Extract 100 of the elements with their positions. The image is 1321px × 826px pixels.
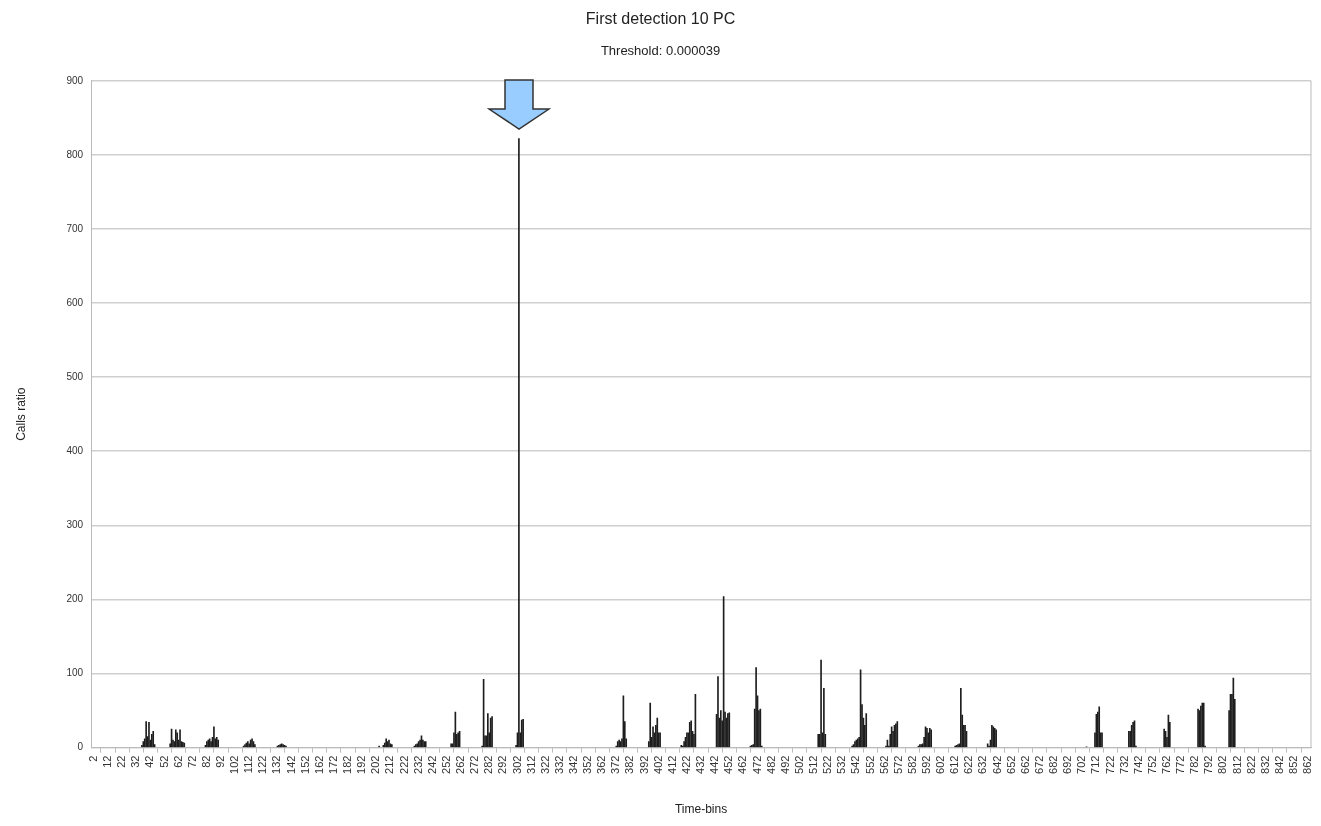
x-tick-label: 592: [919, 755, 932, 774]
x-tick-label: 762: [1160, 755, 1173, 774]
x-tick-label: 712: [1089, 755, 1102, 774]
x-tick-label: 652: [1004, 755, 1017, 774]
x-tick-label: 642: [990, 755, 1003, 774]
x-tick-label: 812: [1230, 755, 1243, 774]
x-tick-label: 722: [1103, 755, 1116, 774]
y-tick-label: 900: [66, 74, 84, 86]
y-tick-label: 200: [66, 593, 84, 605]
x-tick-label: 412: [665, 755, 678, 774]
x-tick-label: 312: [524, 755, 537, 774]
x-tick-label: 832: [1258, 755, 1271, 774]
x-tick-label: 392: [637, 755, 650, 774]
x-tick-label: 92: [214, 755, 227, 768]
chart-subtitle: Threshold: 0.000039: [600, 42, 721, 58]
x-tick-label: 372: [609, 755, 622, 774]
x-tick-label: 272: [468, 755, 481, 774]
x-tick-label: 382: [623, 755, 636, 774]
x-tick-label: 292: [496, 755, 509, 774]
x-tick-label: 502: [792, 755, 805, 774]
x-tick-label: 252: [439, 755, 452, 774]
y-tick-label: 600: [66, 296, 84, 308]
x-tick-label: 862: [1301, 755, 1314, 774]
x-tick-label: 62: [171, 755, 184, 768]
x-tick-label: 82: [199, 755, 212, 768]
x-tick-label: 302: [510, 755, 523, 774]
x-tick-label: 262: [454, 755, 467, 774]
x-tick-label: 432: [694, 755, 707, 774]
y-tick-label: 800: [66, 148, 84, 160]
x-tick-label: 42: [143, 755, 156, 768]
x-tick-label: 782: [1188, 755, 1201, 774]
x-tick-label: 802: [1216, 755, 1229, 774]
chart-title: First detection 10 PC: [585, 10, 736, 28]
x-tick-label: 562: [877, 755, 890, 774]
x-axis-title: Time-bins: [674, 802, 728, 817]
x-tick-label: 612: [948, 755, 961, 774]
x-tick-label: 342: [567, 755, 579, 774]
x-tick-label: 572: [891, 755, 904, 774]
x-tick-label: 32: [129, 755, 142, 768]
x-tick-label: 182: [341, 755, 354, 774]
x-tick-label: 192: [355, 755, 368, 774]
x-tick-label: 222: [397, 755, 410, 774]
y-tick-label: 500: [66, 370, 84, 382]
x-tick-label: 402: [651, 755, 664, 774]
x-tick-label: 522: [821, 755, 834, 774]
x-tick-label: 152: [298, 755, 311, 774]
x-tick-label: 462: [736, 755, 749, 774]
x-tick-label: 822: [1244, 755, 1257, 774]
x-tick-label: 172: [326, 755, 339, 774]
y-tick-label: 400: [66, 444, 84, 456]
x-tick-label: 72: [185, 755, 198, 768]
x-tick-label: 602: [934, 755, 947, 774]
x-tick-label: 122: [256, 755, 269, 774]
x-tick-label: 682: [1047, 755, 1060, 774]
x-tick-label: 542: [849, 755, 862, 774]
x-tick-label: 792: [1202, 755, 1215, 774]
x-tick-label: 732: [1117, 755, 1130, 774]
x-tick-label: 622: [962, 755, 975, 774]
x-tick-label: 742: [1131, 755, 1144, 774]
x-tick-label: 702: [1075, 755, 1088, 774]
x-tick-label: 632: [976, 755, 989, 774]
x-tick-label: 2: [86, 755, 99, 762]
x-tick-label: 352: [581, 755, 594, 774]
x-tick-label: 132: [270, 755, 283, 774]
x-tick-label: 102: [228, 755, 241, 774]
x-tick-label: 772: [1174, 755, 1187, 774]
x-tick-label: 532: [835, 755, 848, 774]
x-tick-label: 22: [115, 755, 128, 768]
x-tick-label: 242: [425, 755, 438, 774]
x-tick-label: 482: [764, 755, 777, 774]
x-tick-label: 692: [1061, 755, 1074, 774]
x-tick-label: 202: [369, 755, 382, 774]
x-tick-label: 232: [411, 755, 424, 774]
y-tick-label: 700: [66, 222, 84, 234]
x-tick-label: 362: [595, 755, 608, 774]
y-axis-title: Calls ratio: [13, 387, 28, 441]
x-tick-label: 552: [863, 755, 876, 774]
x-tick-label: 282: [482, 755, 495, 774]
x-tick-label: 52: [157, 755, 170, 768]
x-tick-label: 452: [722, 755, 735, 774]
x-tick-label: 472: [750, 755, 763, 774]
x-tick-label: 422: [679, 755, 692, 774]
x-tick-label: 512: [807, 755, 820, 774]
y-tick-label: 0: [77, 741, 84, 753]
x-tick-label: 162: [312, 755, 325, 774]
x-tick-label: 672: [1032, 755, 1045, 774]
x-tick-label: 332: [552, 755, 565, 774]
x-tick-label: 852: [1287, 755, 1300, 774]
x-tick-label: 492: [778, 755, 791, 774]
x-tick-label: 442: [708, 755, 721, 774]
x-tick-label: 212: [383, 755, 396, 774]
x-tick-label: 112: [242, 755, 255, 774]
x-tick-label: 142: [284, 755, 297, 774]
x-tick-label: 662: [1018, 755, 1031, 774]
x-tick-label: 842: [1272, 755, 1285, 774]
x-tick-label: 322: [538, 755, 551, 774]
y-tick-label: 300: [66, 519, 84, 531]
x-tick-label: 752: [1145, 755, 1158, 774]
x-tick-label: 12: [101, 755, 114, 768]
x-tick-label: 582: [905, 755, 918, 774]
